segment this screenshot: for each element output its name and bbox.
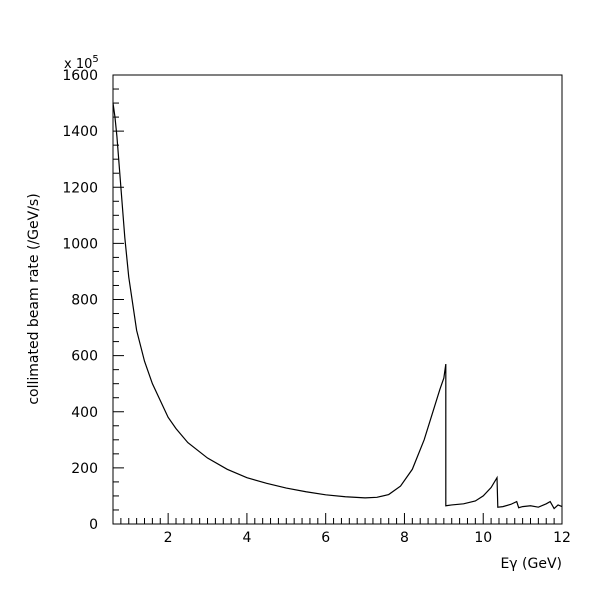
series-line — [112, 102, 563, 510]
y-multiplier-base: x 10 — [64, 57, 92, 72]
y-tick-label: 1000 — [62, 236, 98, 252]
x-tick-label: 6 — [321, 530, 330, 546]
y-multiplier-exponent: 5 — [92, 54, 98, 65]
x-tick-label: 4 — [242, 530, 251, 546]
x-axis-label: Eγ (GeV) — [500, 556, 562, 572]
y-tick-label: 400 — [71, 405, 98, 421]
y-axis: 0 200 400 600 800 1000 1200 1400 1600 — [62, 68, 124, 533]
y-tick-label: 600 — [71, 349, 98, 365]
y-tick-label: 0 — [89, 517, 98, 533]
y-tick-label: 1600 — [62, 68, 98, 84]
y-axis-multiplier: x 105 — [64, 54, 99, 72]
x-tick-label: 12 — [553, 530, 571, 546]
y-axis-label: collimated beam rate (/GeV/s) — [26, 193, 42, 404]
plot-frame — [112, 74, 563, 525]
y-tick-label: 200 — [71, 461, 98, 477]
x-axis: 2 4 6 8 10 12 — [112, 513, 571, 546]
x-tick-label: 8 — [400, 530, 409, 546]
y-tick-label: 1400 — [62, 124, 98, 140]
x-tick-label: 10 — [474, 530, 492, 546]
y-tick-label: 1200 — [62, 180, 98, 196]
x-tick-label: 2 — [164, 530, 173, 546]
y-tick-label: 800 — [71, 293, 98, 309]
